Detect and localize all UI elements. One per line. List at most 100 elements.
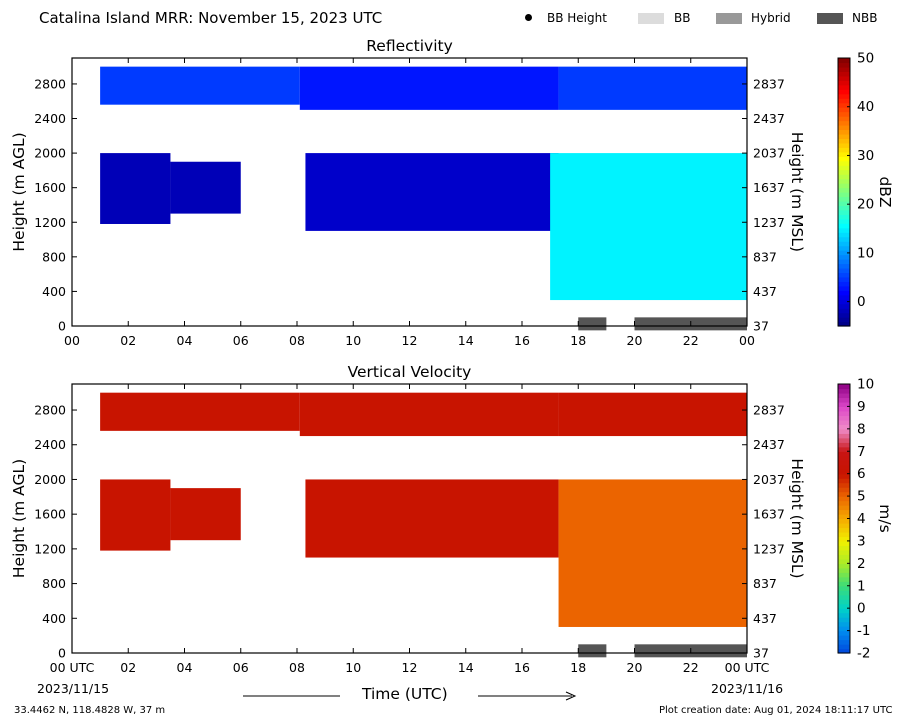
- data-region: [305, 479, 559, 558]
- colorbar-segment: [838, 89, 850, 95]
- colorbar-segment: [838, 514, 850, 520]
- y-tick-label-right: 1637: [753, 507, 785, 522]
- colorbar-segment: [838, 209, 850, 215]
- x-axis-label: Time (UTC): [362, 685, 448, 703]
- x-tick-label: 12: [402, 660, 418, 675]
- x-tick-label: 00: [739, 333, 755, 348]
- colorbar-tick-label: 3: [857, 533, 866, 549]
- y-tick-label-right: 37: [753, 319, 769, 334]
- colorbar-segment: [838, 272, 850, 278]
- colorbar-segment: [838, 612, 850, 618]
- y-tick-label-right: 2437: [753, 437, 785, 452]
- colorbar-segment: [838, 505, 850, 511]
- colorbar-segment: [838, 223, 850, 229]
- colorbar-segment: [838, 603, 850, 609]
- colorbar-segment: [838, 563, 850, 569]
- colorbar-segment: [838, 545, 850, 551]
- colorbar-segment: [838, 626, 850, 632]
- data-region: [170, 161, 241, 214]
- colorbar-tick-label: 4: [857, 511, 866, 527]
- legend-item-bb-height: BB Height: [525, 11, 607, 25]
- colorbar-segment: [838, 285, 850, 291]
- y-axis-label: Height (m AGL): [10, 459, 28, 578]
- x-tick-label: 16: [514, 333, 530, 348]
- x-tick-label: 02: [120, 660, 136, 675]
- colorbar-segment: [838, 102, 850, 108]
- colorbar-segment: [838, 259, 850, 265]
- colorbar-segment: [838, 116, 850, 122]
- data-region: [100, 479, 171, 551]
- colorbar-tick-label: 2: [857, 556, 866, 572]
- nbb-bar: [578, 317, 607, 331]
- colorbar-segment: [838, 294, 850, 300]
- y-tick-label-right: 2837: [753, 76, 785, 91]
- colorbar-segment: [838, 245, 850, 251]
- colorbar-segment: [838, 491, 850, 497]
- colorbar-segment: [838, 384, 850, 390]
- colorbar-tick-label: 0: [857, 294, 866, 310]
- colorbar-segment: [838, 428, 850, 434]
- x-tick-label: 20: [627, 660, 643, 675]
- colorbar-segment: [838, 644, 850, 650]
- y-tick-label-right: 37: [753, 646, 769, 661]
- colorbar-segment: [838, 469, 850, 475]
- x-tick-label: 20: [627, 333, 643, 348]
- colorbar-segment: [838, 58, 850, 64]
- colorbar-tick-label: 30: [857, 148, 874, 164]
- y-tick-label-right: 437: [753, 611, 777, 626]
- colorbar-segment: [838, 487, 850, 493]
- x-tick-label: 10: [345, 333, 361, 348]
- y-axis-label-right: Height (m MSL): [788, 458, 806, 578]
- colorbar-segment: [838, 572, 850, 578]
- y-tick-label-right: 1637: [753, 180, 785, 195]
- dot-icon: [525, 14, 532, 21]
- colorbar-segment: [838, 536, 850, 542]
- colorbar-segment: [838, 133, 850, 139]
- data-region: [170, 488, 241, 541]
- y-tick-label-right: 2837: [753, 403, 785, 418]
- y-tick-label: 0: [58, 646, 66, 661]
- y-tick-label-right: 837: [753, 249, 777, 264]
- colorbar-segment: [838, 639, 850, 645]
- x-tick-label: 06: [233, 660, 249, 675]
- colorbar-segment: [838, 482, 850, 488]
- colorbar-segment: [838, 227, 850, 233]
- x-tick-label: 00 UTC: [50, 660, 95, 675]
- colorbar-frame: [837, 57, 851, 327]
- colorbar-segment: [838, 156, 850, 162]
- plot-creation-date: Plot creation date: Aug 01, 2024 18:11:1…: [659, 705, 893, 716]
- data-region: [299, 66, 559, 110]
- x-tick-label: 00 UTC: [725, 660, 770, 675]
- colorbar-segment: [838, 576, 850, 582]
- y-tick-label: 2000: [34, 146, 66, 161]
- colorbar-segment: [838, 303, 850, 309]
- colorbar-segment: [838, 648, 850, 654]
- colorbar-segment: [838, 93, 850, 99]
- colorbar-segment: [838, 540, 850, 546]
- x-tick-label: 08: [289, 333, 305, 348]
- colorbar-segment: [838, 317, 850, 323]
- x-tick-label: 18: [570, 333, 586, 348]
- colorbar-segment: [838, 218, 850, 224]
- colorbar-segment: [838, 62, 850, 68]
- y-tick-label-right: 837: [753, 576, 777, 591]
- colorbar-segment: [838, 98, 850, 104]
- y-tick-label: 400: [42, 284, 66, 299]
- y-tick-label: 0: [58, 319, 66, 334]
- colorbar-segment: [838, 594, 850, 600]
- colorbar-segment: [838, 433, 850, 439]
- colorbar-segment: [838, 75, 850, 81]
- legend-swatch-bb: [638, 13, 664, 24]
- panel-title: Reflectivity: [366, 37, 453, 55]
- colorbar-tick-label: 7: [857, 444, 866, 460]
- data-region: [558, 66, 747, 110]
- colorbar-label: dBZ: [876, 176, 894, 207]
- colorbar-segment: [838, 554, 850, 560]
- y-tick-label: 1600: [34, 180, 66, 195]
- colorbar-segment: [838, 147, 850, 153]
- colorbar-segment: [838, 415, 850, 421]
- colorbar-segment: [838, 236, 850, 242]
- colorbar-segment: [838, 200, 850, 206]
- colorbar-segment: [838, 509, 850, 515]
- y-tick-label: 2400: [34, 111, 66, 126]
